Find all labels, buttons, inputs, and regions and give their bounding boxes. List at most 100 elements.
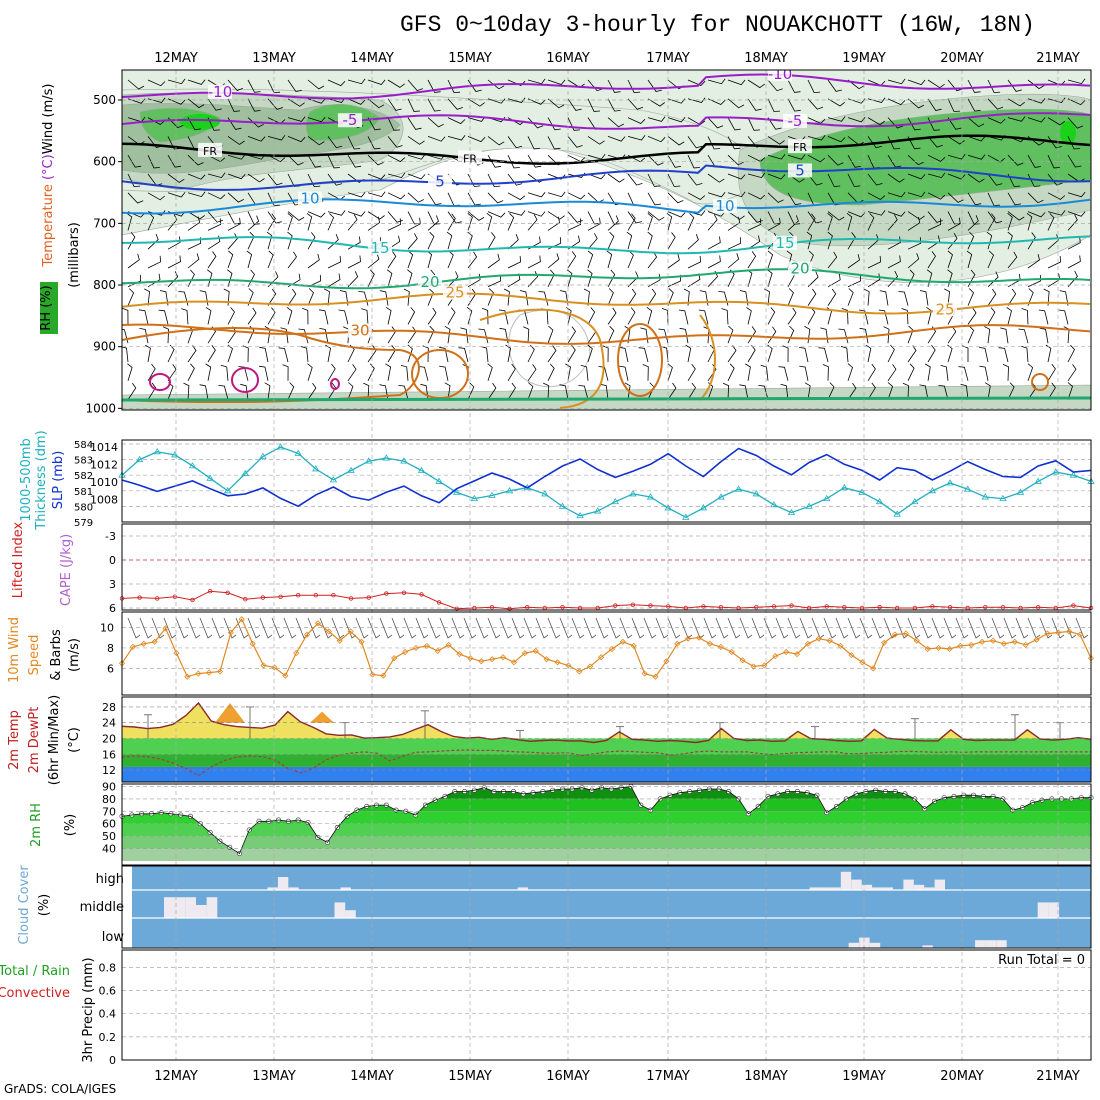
wind-barb (767, 307, 776, 325)
wind-barb (347, 271, 359, 288)
wind-barb (387, 218, 402, 231)
wind-speed-point (151, 638, 158, 645)
wind-barb-10m (199, 617, 213, 639)
tick-label-pressure: 700 (93, 216, 116, 230)
wind-barb (444, 382, 451, 400)
wind-barb (859, 327, 869, 344)
wind-barb (967, 79, 981, 93)
wind-barb (507, 210, 526, 216)
wind-barb (507, 382, 516, 400)
cloud-bar-middle (1048, 902, 1060, 918)
tick-label-stability: 6 (109, 602, 116, 615)
wind-barb (138, 309, 149, 325)
wind-barb (638, 347, 649, 363)
tick-label-stability: -3 (105, 530, 116, 543)
wind-barb (847, 232, 856, 250)
label-part: 3hr Precip (mm) (81, 957, 96, 1062)
wind-speed-point (706, 640, 713, 647)
tick-label-thickness: 584 (74, 440, 93, 451)
wind-barb (667, 363, 673, 381)
dewpoint-line (121, 749, 1091, 777)
isotherm-label-bg (713, 199, 737, 214)
wind-barb (1027, 79, 1045, 90)
wind-barb (967, 325, 975, 344)
wind-barb (707, 255, 721, 269)
isotherm-label-FR: FR (203, 145, 217, 158)
upper-air-plot: -10 -10 -5 -5 FR FR FR 5 5 10 10 15 15 20 20 25 25 30 (122, 70, 1091, 410)
wind-barb (507, 213, 515, 231)
thickness-point (734, 485, 743, 492)
wind-barb (287, 231, 293, 250)
wind-speed-point (1066, 628, 1073, 635)
wind-barb (867, 210, 886, 216)
x-tick-label-bottom: 13MAY (252, 1069, 296, 1084)
wind-barb (780, 383, 789, 400)
wind-barb-10m (223, 617, 237, 639)
wind-barb (187, 253, 200, 269)
wind-barb (307, 154, 322, 168)
wind-barb (147, 79, 166, 87)
wind-barb (807, 307, 816, 325)
wind-barb (666, 212, 673, 231)
wind-barb (547, 269, 555, 287)
wind-barb (507, 173, 523, 186)
wind-barb (367, 136, 381, 150)
wind-barb (566, 269, 573, 287)
isotherm-30 (122, 323, 1091, 345)
wind-barb (787, 288, 794, 306)
tick-label-pressure: 500 (93, 93, 116, 107)
wind-barb (181, 308, 189, 325)
wind-barb (987, 213, 996, 231)
wind-speed-point (380, 672, 387, 679)
wind-barb (242, 345, 249, 363)
wind-barb (687, 173, 703, 186)
wind-barb (907, 191, 926, 198)
label-part: Cloud Cover (17, 865, 32, 945)
wind-barb-10m (823, 617, 837, 639)
wind-barb (246, 250, 253, 269)
wind-speed-point (216, 668, 224, 675)
wind-barb (446, 231, 453, 250)
label-part: 1000-500mb (19, 438, 34, 522)
y-axis-label-lifted: Lifted Index (11, 521, 26, 598)
wind-barb (207, 251, 217, 269)
wind-barb (498, 309, 509, 325)
wind-barb (707, 364, 717, 382)
wind-barb (580, 364, 589, 381)
wind-barb-10m (451, 617, 465, 639)
wind-barb (287, 251, 297, 269)
wind-barb (127, 253, 140, 269)
wind-speed-point (434, 647, 441, 655)
wind-barb (387, 172, 406, 179)
tick-label-thickness: 583 (74, 456, 93, 467)
wind-speed-point (870, 665, 877, 672)
wind-barb (1047, 210, 1066, 216)
wind-barb (827, 173, 841, 187)
wind-barb (327, 155, 340, 169)
wind-barb-10m (955, 617, 969, 639)
cloud-bar-middle (345, 910, 356, 918)
wind-barb (587, 154, 606, 160)
wind-barb (927, 136, 943, 148)
wind-barb (787, 211, 801, 225)
wind-barb (302, 307, 309, 325)
wind-barb (167, 136, 181, 150)
isotherm-label-10: 10 (300, 190, 319, 208)
wind-barb (607, 288, 614, 306)
wind-barb (127, 192, 144, 204)
isotherm-20 (122, 268, 1091, 290)
wind-barb (627, 211, 642, 224)
wind-speed-point (739, 657, 746, 664)
isotherm-label-bg (208, 84, 232, 99)
wind-barb (707, 136, 721, 150)
tick-label-slp: 1014 (90, 441, 118, 454)
wind-barb-10m (163, 617, 177, 639)
x-tick-label-bottom: 16MAY (546, 1069, 590, 1084)
wind-barb (987, 192, 1000, 206)
isotherm-label--10: -10 (208, 83, 233, 101)
wind-barb (767, 79, 783, 92)
wind-barb (427, 98, 441, 112)
isotherm-label-25: 25 (445, 284, 464, 302)
wind-barb (467, 288, 477, 306)
y-axis-label-wind-1: 10m Wind (7, 617, 22, 683)
